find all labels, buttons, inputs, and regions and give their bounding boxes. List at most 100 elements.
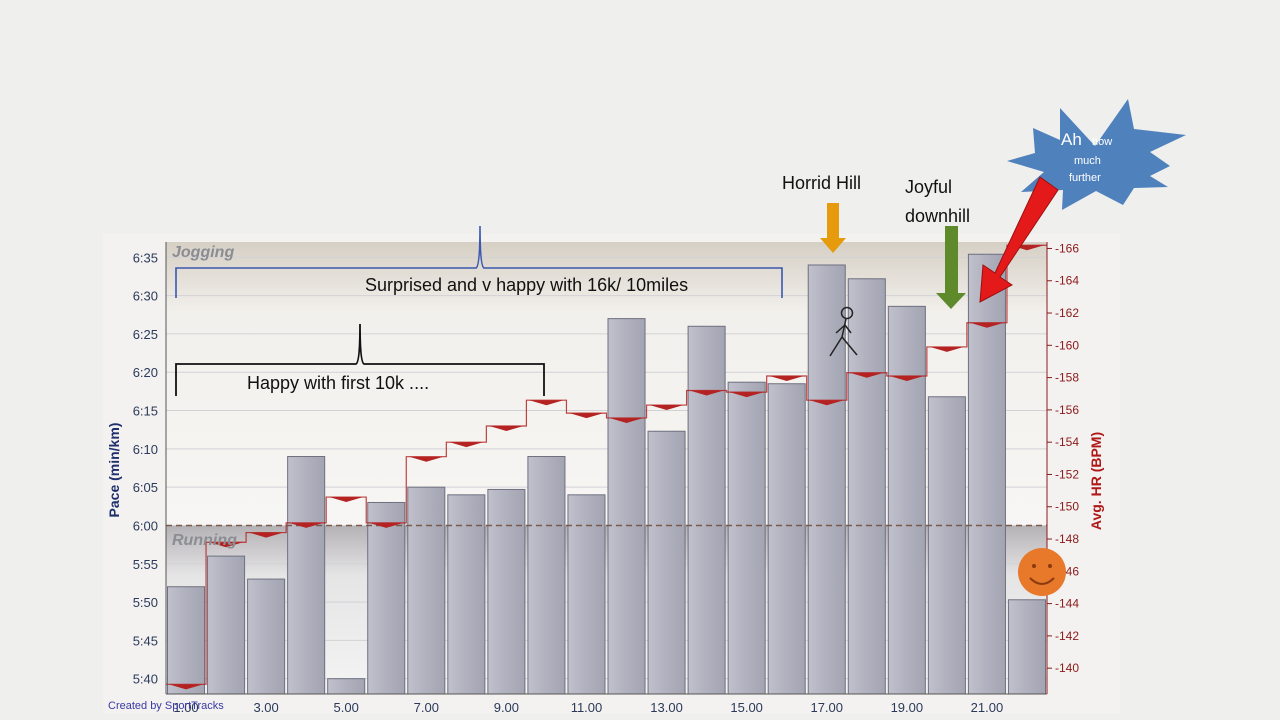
pace-bar [367, 501, 406, 695]
hr-marker [169, 684, 204, 690]
right-tick-label: -166 [1055, 241, 1079, 255]
pace-bar [567, 494, 606, 695]
happy-10k-annotation: Happy with first 10k .... [247, 373, 429, 393]
speech-burst [1007, 99, 1186, 210]
x-tick-label: 7.00 [414, 700, 439, 715]
pace-bar [727, 381, 766, 695]
hr-marker [569, 413, 604, 419]
right-tick-label: -144 [1055, 597, 1079, 611]
x-tick-label: 11.00 [571, 700, 603, 715]
smiley-face-icon [1018, 548, 1066, 596]
pace-bar [487, 488, 526, 695]
blue-brace [175, 225, 783, 298]
burst-text-further: further [1069, 172, 1101, 184]
credit-text: Created by SportTracks [108, 700, 224, 712]
orange-down-arrow [820, 203, 846, 253]
hr-marker [209, 542, 244, 548]
pace-bar [247, 578, 286, 695]
right-tick-label: -156 [1055, 403, 1079, 417]
joyful-label-line1: Joyful [905, 177, 952, 197]
x-tick-label: 9.00 [494, 700, 519, 715]
hr-series [166, 244, 1047, 690]
right-tick-label: -142 [1055, 629, 1079, 643]
left-tick-label: 6:00 [133, 518, 158, 533]
pace-bar [1007, 599, 1046, 695]
hr-marker [849, 372, 884, 378]
pace-bar [967, 253, 1006, 695]
left-tick-label: 6:20 [133, 365, 158, 380]
zone-label-jogging: Jogging [172, 244, 234, 261]
pace-bar [647, 430, 686, 695]
pace-bar [607, 318, 646, 695]
left-axis-ticks: 5:40 5:45 5:50 5:55 6:00 6:05 6:10 6:15 6:20 6:25… [133, 250, 158, 686]
pace-bar [327, 678, 366, 695]
right-axis-ticks: -140-142-144-146-148-150-152-154-156-158… [1047, 241, 1079, 675]
pace-bar [447, 494, 486, 695]
left-tick-label: 6:10 [133, 442, 158, 457]
green-down-arrow [936, 226, 966, 309]
x-tick-label: 3.00 [253, 700, 278, 715]
x-axis-ticks: 1.00 3.00 5.00 7.00 9.00 11.00 13.00 15.00 17.00… [173, 700, 1003, 715]
black-brace [175, 323, 545, 396]
hr-marker [369, 522, 404, 528]
left-tick-label: 6:30 [133, 289, 158, 304]
hr-marker [329, 497, 364, 503]
hr-marker [489, 426, 524, 432]
hr-marker [929, 346, 964, 352]
hr-marker [689, 390, 724, 396]
stick-figure [829, 306, 858, 357]
pace-bar [407, 486, 446, 695]
right-tick-label: -140 [1055, 661, 1079, 675]
right-tick-label: -154 [1055, 435, 1079, 449]
hr-marker [969, 322, 1004, 328]
right-tick-label: -164 [1055, 274, 1079, 288]
x-tick-label: 1.00 [173, 700, 198, 715]
pace-bar [807, 264, 846, 695]
right-tick-label: -148 [1055, 532, 1079, 546]
joyful-label-line2: downhill [905, 206, 970, 226]
pace-bars [167, 253, 1046, 695]
hr-marker [889, 375, 924, 381]
right-tick-label: -150 [1055, 500, 1079, 514]
pace-bar [887, 305, 926, 695]
hr-marker [529, 400, 564, 406]
hr-marker [289, 522, 324, 528]
pace-bar [687, 325, 726, 695]
left-tick-label: 6:25 [133, 327, 158, 342]
right-tick-label: -152 [1055, 467, 1079, 481]
right-tick-label: -158 [1055, 371, 1079, 385]
pace-bar [767, 383, 806, 695]
right-axis-title: Avg. HR (BPM) [1088, 432, 1104, 530]
horrid-hill-label: Horrid Hill [782, 173, 861, 193]
left-tick-label: 5:45 [133, 633, 158, 648]
hr-marker [409, 456, 444, 462]
burst-text-ah: Ah [1061, 130, 1082, 149]
x-tick-label: 5.00 [334, 700, 359, 715]
pace-bar [847, 278, 886, 695]
x-tick-label: 19.00 [891, 700, 924, 715]
burst-text-how: how [1092, 136, 1112, 148]
burst-text-much: much [1074, 155, 1101, 167]
pace-bar [207, 555, 246, 695]
left-tick-label: 5:40 [133, 672, 158, 687]
x-tick-label: 15.00 [730, 700, 763, 715]
x-tick-label: 13.00 [650, 700, 683, 715]
red-diagonal-arrow [979, 176, 1059, 303]
pace-bar [167, 586, 206, 695]
hr-marker [649, 405, 684, 411]
left-tick-label: 5:50 [133, 595, 158, 610]
left-tick-label: 6:35 [133, 250, 158, 265]
right-tick-label: -160 [1055, 338, 1079, 352]
left-tick-label: 6:15 [133, 404, 158, 419]
right-tick-label: -162 [1055, 306, 1079, 320]
hr-marker [809, 400, 844, 406]
axis-lines [165, 242, 1048, 695]
x-tick-label: 17.00 [810, 700, 843, 715]
hr-marker [449, 442, 484, 448]
hr-marker [769, 375, 804, 381]
zone-label-running: Running [172, 532, 237, 549]
pace-bar [527, 456, 566, 695]
left-tick-label: 5:55 [133, 557, 158, 572]
left-axis-title: Pace (min/km) [106, 423, 122, 518]
